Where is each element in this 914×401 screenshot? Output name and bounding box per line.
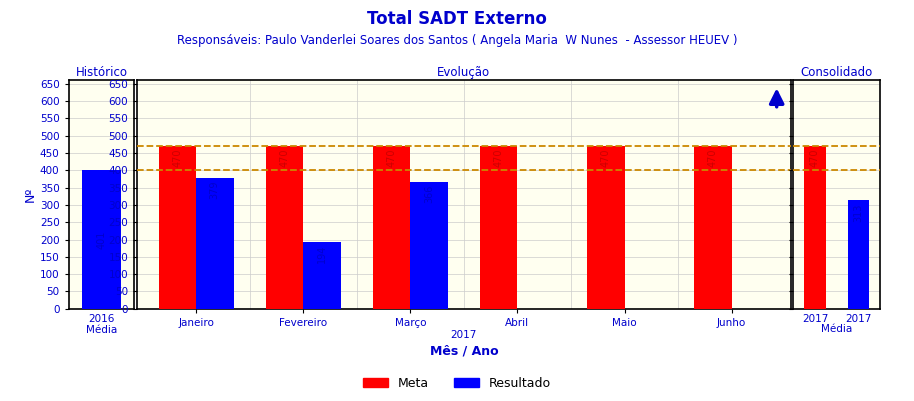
Text: 470: 470 [172, 149, 182, 167]
Text: 470: 470 [280, 149, 290, 167]
Text: 470: 470 [810, 149, 820, 167]
Text: 470: 470 [387, 149, 397, 167]
Bar [587, 146, 624, 309]
Legend: Meta, Resultado: Meta, Resultado [358, 372, 556, 395]
Text: 366: 366 [424, 185, 434, 203]
Text: 194: 194 [317, 244, 327, 263]
Text: 470: 470 [494, 149, 504, 167]
Text: Total SADT Externo: Total SADT Externo [367, 10, 547, 28]
Text: 2017: 2017 [451, 330, 477, 340]
Bar [266, 146, 303, 309]
Text: 401: 401 [97, 230, 106, 249]
Text: 470: 470 [708, 149, 717, 167]
Bar [373, 146, 410, 309]
Text: 379: 379 [210, 180, 219, 199]
Bar [158, 146, 196, 309]
Title: Evolução: Evolução [437, 66, 491, 79]
Title: Consolidado: Consolidado [801, 66, 873, 79]
Text: 313: 313 [854, 203, 864, 221]
Y-axis label: Nº: Nº [24, 187, 37, 202]
Text: Média: Média [821, 324, 853, 334]
Bar [804, 146, 826, 309]
Bar [695, 146, 732, 309]
Text: Responsáveis: Paulo Vanderlei Soares dos Santos ( Angela Maria  W Nunes  - Asses: Responsáveis: Paulo Vanderlei Soares dos… [176, 34, 738, 47]
Bar [410, 182, 448, 309]
Bar [847, 200, 869, 309]
Text: 470: 470 [600, 149, 611, 167]
Bar [196, 178, 233, 309]
Bar [81, 170, 122, 309]
Bar [303, 241, 341, 309]
Title: Histórico: Histórico [76, 66, 127, 79]
Text: Mês / Ano: Mês / Ano [430, 344, 498, 357]
Bar [480, 146, 517, 309]
